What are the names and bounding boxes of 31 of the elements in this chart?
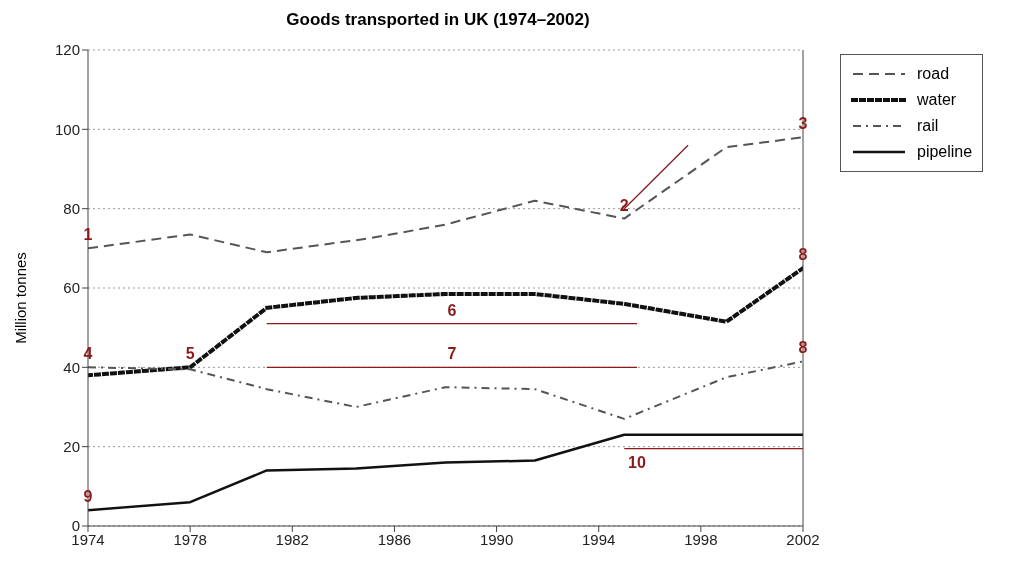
annotation: 8 — [798, 246, 808, 264]
y-tick-label: 60 — [63, 279, 80, 297]
legend-label: water — [917, 91, 957, 109]
annotation: 8 — [798, 339, 808, 357]
legend-label: rail — [917, 117, 939, 135]
x-tick-label: 1982 — [275, 530, 309, 548]
y-tick-label: 40 — [63, 358, 80, 376]
y-axis-title: Million tonnes — [11, 252, 29, 344]
annotation: 3 — [798, 115, 808, 133]
x-tick-label: 2002 — [786, 530, 820, 548]
legend-label: road — [917, 65, 950, 83]
y-tick-label: 100 — [54, 120, 80, 138]
line-series — [88, 360, 803, 420]
x-tick-label: 1990 — [479, 530, 514, 548]
annotation: 7 — [447, 345, 457, 363]
legend-label: pipeline — [917, 143, 973, 161]
y-tick-label: 80 — [63, 199, 80, 217]
x-tick-label: 1978 — [173, 530, 207, 548]
y-tick-label: 20 — [63, 437, 80, 455]
annotation: 9 — [83, 488, 93, 506]
y-tick-label: 120 — [54, 41, 80, 59]
x-tick-label: 1994 — [582, 530, 616, 548]
annotation: 4 — [83, 345, 93, 363]
annotation: 10 — [628, 454, 647, 472]
annotation: 1 — [83, 226, 93, 244]
annotation: 5 — [185, 345, 195, 363]
chart-title: Goods transported in UK (1974–2002) — [285, 10, 591, 30]
x-tick-label: 1998 — [684, 530, 718, 548]
annotation: 2 — [619, 196, 629, 214]
annotation: 6 — [447, 301, 457, 319]
x-tick-label: 1986 — [377, 530, 412, 548]
